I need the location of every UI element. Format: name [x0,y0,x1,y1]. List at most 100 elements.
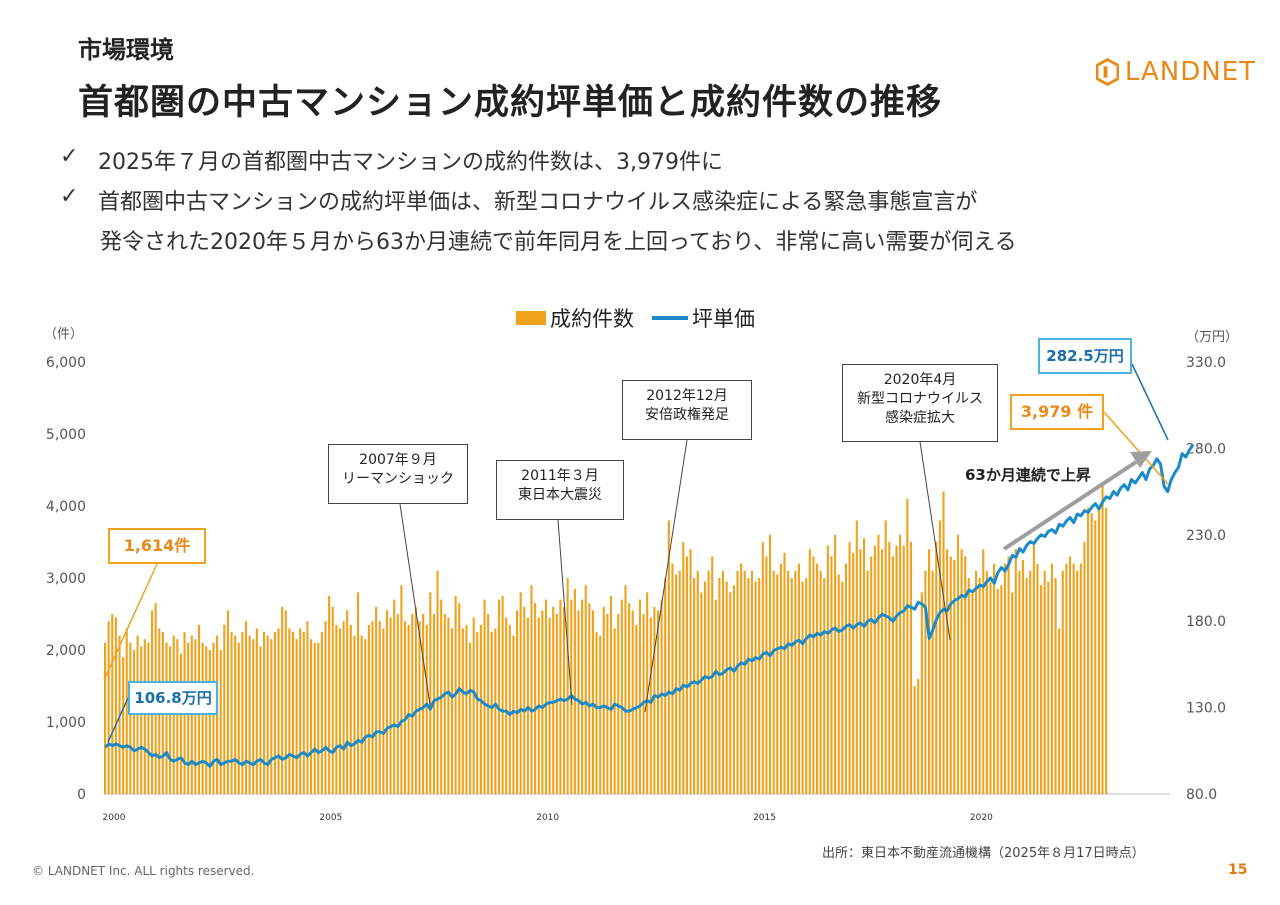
bar-count [324,621,327,794]
bar-count [584,585,587,794]
bar-count [313,642,316,794]
bar-count [494,628,497,794]
bar-count [862,538,866,794]
bar-count [169,646,172,794]
bar-count [516,610,519,794]
bar-count [779,563,782,794]
bar-count [306,621,309,794]
bar-count [1087,507,1090,794]
bar-count [403,621,407,794]
bar-count [772,570,775,794]
bar-count [230,632,233,794]
bar-count [122,657,125,794]
bar-count [414,606,417,794]
legend-price-label: 坪単価 [692,307,755,331]
bar-count [899,534,902,794]
bar-count [299,628,302,794]
bar-count [248,635,251,794]
x-tick-label: 2020 [970,813,993,823]
bar-count [461,628,464,794]
bar-count [725,581,728,794]
y-left-tick-label: 3,000 [46,571,86,587]
bar-count [646,592,649,794]
bar-count [1079,563,1082,794]
bar-count [367,624,370,794]
bar-count [147,642,150,794]
bar-count [653,606,656,794]
bar-count [1076,570,1079,794]
bar-count [834,534,837,794]
bar-count [1040,585,1043,794]
bar-count [675,574,678,794]
bar-count [671,563,674,794]
x-tick-label: 2005 [319,813,342,823]
bar-count [1101,484,1104,794]
bar-count [541,610,544,794]
bar-count [776,574,779,794]
bar-count [581,599,584,794]
bar-count [1090,513,1093,794]
bar-count [790,578,793,794]
bar-count [946,549,949,794]
bullet-1: ✓ 2025年７月の首都圏中古マンションの成約件数は、3,979件に [60,144,723,176]
bar-count [819,570,822,794]
bar-count [519,592,522,794]
bar-count [656,610,660,794]
bar-count [566,578,569,794]
bar-count [483,599,486,794]
bar-count [114,617,117,794]
bar-count [848,542,851,794]
bar-count [917,678,920,794]
left-axis-unit: （件） [44,327,84,342]
bar-count [497,599,501,794]
bar-count [360,635,363,794]
bar-count [609,596,613,794]
bar-count [682,542,685,794]
callout-start-count: 1,614件 [108,528,206,564]
bar-count [212,642,215,794]
bar-count [678,570,681,794]
bar-count [747,578,750,794]
bar-count [993,563,996,794]
bar-count [660,599,663,794]
bar-count [328,596,331,794]
bar-count [722,570,725,794]
right-axis-unit: （万円） [1186,330,1239,345]
bar-count [588,603,591,794]
bar-count [881,549,884,794]
bar-count [1007,556,1010,794]
y-right-tick-label: 180.0 [1186,614,1226,630]
bar-count [259,646,262,794]
bar-count [1000,585,1003,794]
bar-count [1094,520,1097,794]
callout-start-price: 106.8万円 [128,681,218,715]
bar-count [472,617,475,794]
bar-count [281,606,284,794]
bar-count [418,621,421,794]
bar-count [237,642,240,794]
leader-abe [644,439,688,713]
trend-arrow-head [1130,451,1152,468]
bar-count [996,588,999,794]
bullet-2: ✓ 首都圏中古マンションの成約坪単価は、新型コロナウイルス感染症による緊急事態宣… [60,184,977,216]
callout-abe-line1: 2012年12月 [646,388,728,404]
bar-count [107,621,110,794]
bar-count [591,610,595,794]
bar-count [884,520,887,794]
bar-count [787,570,790,794]
bar-count [320,632,323,794]
bar-count [255,628,258,794]
bar-count [740,563,743,794]
bar-count [1068,556,1072,794]
callout-covid-line1: 2020年4月 [883,372,957,388]
bar-count [385,610,389,794]
trend-arrow-shaft [1002,460,1138,551]
bar-count [450,628,454,794]
bar-count [331,606,334,794]
bar-count [400,585,403,794]
bar-count [469,642,472,794]
bar-count [938,520,941,794]
bar-count [458,603,461,794]
bar-count [1058,628,1061,794]
bar-count [971,592,974,794]
